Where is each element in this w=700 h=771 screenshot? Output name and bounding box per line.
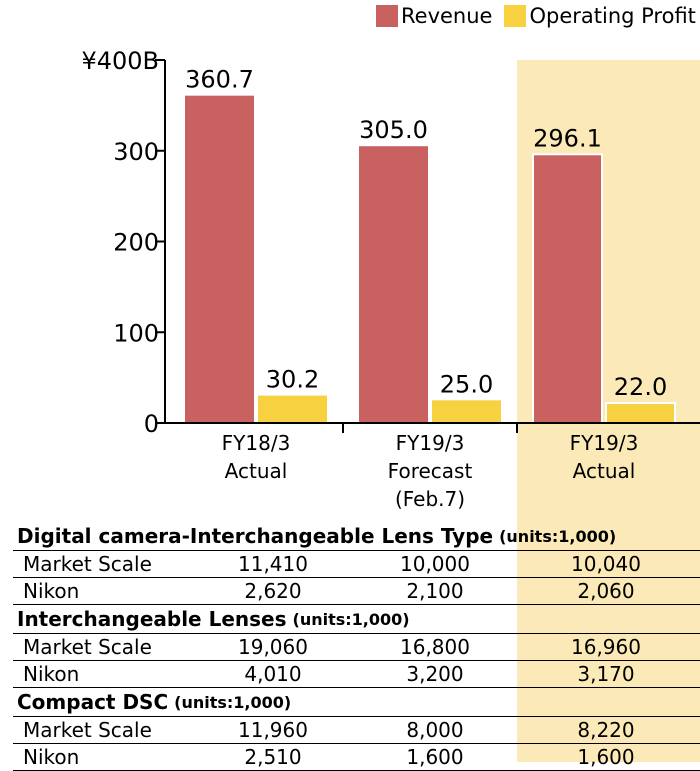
legend-item-revenue: Revenue <box>376 4 492 28</box>
cell-fy19-forecast: 10,000 <box>400 552 470 576</box>
cell-fy19-actual: 16,960 <box>571 635 641 659</box>
section-units: (units:1,000) <box>499 526 617 546</box>
category-label: Actual <box>573 459 636 483</box>
section-title: Digital camera-Interchangeable Lens Type <box>17 524 494 548</box>
cell-fy18-actual: 4,010 <box>244 662 302 686</box>
cell-fy18-actual: 2,510 <box>244 745 302 769</box>
data-label: 25.0 <box>440 370 493 398</box>
y-tick-label: ¥400B <box>81 47 159 75</box>
section-units: (units:1,000) <box>292 609 410 629</box>
category-label: FY19/3 <box>396 431 465 455</box>
cell-fy19-forecast: 16,800 <box>400 635 470 659</box>
bar-operating-profit <box>432 400 501 423</box>
table-row: Nikon 2,620 2,100 2,060 <box>13 577 700 604</box>
cell-fy19-forecast: 8,000 <box>406 718 464 742</box>
bar-revenue <box>532 153 603 424</box>
bar-operating-profit <box>605 402 676 425</box>
units-table: Digital camera-Interchangeable Lens Type… <box>13 522 700 771</box>
data-label: 296.1 <box>533 124 602 152</box>
cell-fy18-actual: 11,960 <box>238 718 308 742</box>
cell-fy19-actual: 2,060 <box>577 579 635 603</box>
cell-fy18-actual: 11,410 <box>238 552 308 576</box>
cell-fy18-actual: 2,620 <box>244 579 302 603</box>
cell-fy19-actual: 3,170 <box>577 662 635 686</box>
y-tick-label: 200 <box>113 229 159 257</box>
cell-fy19-actual: 10,040 <box>571 552 641 576</box>
row-label: Market Scale <box>23 718 152 742</box>
category-label: Actual <box>225 459 288 483</box>
bar-operating-profit <box>258 395 327 423</box>
category-label: FY18/3 <box>222 431 291 455</box>
y-tick-label: 300 <box>113 138 159 166</box>
legend-item-operating-profit: Operating Profit <box>504 4 696 28</box>
y-axis: 0 100 200 300 ¥400B <box>81 47 700 438</box>
cell-fy19-forecast: 2,100 <box>406 579 464 603</box>
cell-fy19-forecast: 3,200 <box>406 662 464 686</box>
bars-group: 360.7 305.0 296.1 30.2 25.0 22.0 <box>185 66 676 425</box>
row-label: Nikon <box>23 745 80 769</box>
category-label: Forecast <box>388 459 473 483</box>
table-row: Nikon 2,510 1,600 1,600 <box>13 743 700 770</box>
category-label: FY19/3 <box>570 431 639 455</box>
row-label: Market Scale <box>23 552 152 576</box>
cell-fy18-actual: 19,060 <box>238 635 308 659</box>
cell-fy19-actual: 1,600 <box>577 745 635 769</box>
legend-swatch-revenue <box>376 5 398 27</box>
data-label: 30.2 <box>266 366 319 394</box>
table-row: Market Scale 11,410 10,000 10,040 <box>13 550 700 577</box>
table-row: Market Scale 19,060 16,800 16,960 <box>13 633 700 660</box>
section-title: Interchangeable Lenses <box>17 607 287 631</box>
category-label: (Feb.7) <box>395 487 465 511</box>
cell-fy19-actual: 8,220 <box>577 718 635 742</box>
row-label: Nikon <box>23 579 80 603</box>
data-label: 305.0 <box>359 116 428 144</box>
legend: Revenue Operating Profit <box>376 4 696 28</box>
section-header: Interchangeable Lenses (units:1,000) <box>13 605 700 633</box>
section-header: Compact DSC (units:1,000) <box>13 688 700 716</box>
row-label: Nikon <box>23 662 80 686</box>
bar-revenue <box>185 95 254 424</box>
table-row: Nikon 4,010 3,200 3,170 <box>13 660 700 687</box>
y-tick-label: 100 <box>113 319 159 347</box>
cell-fy19-forecast: 1,600 <box>406 745 464 769</box>
bar-revenue <box>359 146 428 423</box>
y-tick-label: 0 <box>144 410 159 438</box>
data-label: 22.0 <box>614 373 667 401</box>
section-header: Digital camera-Interchangeable Lens Type… <box>13 522 700 550</box>
table-row: Market Scale 11,960 8,000 8,220 <box>13 716 700 743</box>
legend-swatch-operating-profit <box>504 5 527 27</box>
x-axis-labels: FY18/3 Actual FY19/3 Forecast (Feb.7) FY19/3 A… <box>222 431 639 511</box>
legend-label-operating-profit: Operating Profit <box>529 4 696 28</box>
legend-label-revenue: Revenue <box>401 4 493 28</box>
row-label: Market Scale <box>23 635 152 659</box>
section-title: Compact DSC <box>17 690 169 714</box>
section-units: (units:1,000) <box>174 692 292 712</box>
data-label: 360.7 <box>185 66 254 94</box>
